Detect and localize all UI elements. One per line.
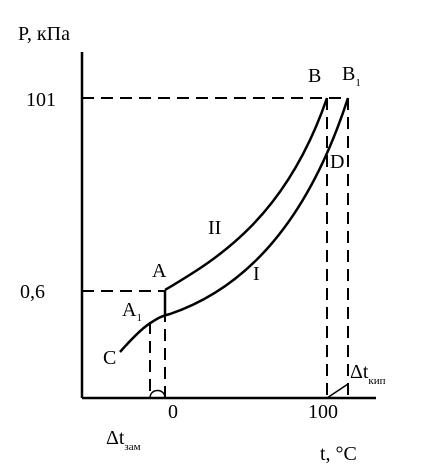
y-label: P, кПа: [18, 23, 70, 45]
delta-boil-main: Δt: [350, 361, 369, 383]
x-label: t, °C: [320, 443, 357, 465]
delta-freeze-main: Δt: [106, 427, 125, 449]
point-b1: B1: [342, 63, 361, 89]
freeze-bracket: [149, 389, 166, 399]
tick-0: 0: [168, 401, 178, 423]
delta-freeze: Δtзам: [106, 427, 141, 453]
delta-boil-sub: кип: [368, 375, 385, 387]
delta-freeze-sub: зам: [124, 441, 140, 453]
tick-100: 100: [308, 401, 338, 423]
point-d: D: [330, 151, 344, 173]
boil-arrow: [326, 383, 349, 399]
point-b: B: [308, 65, 321, 87]
curve-i-label: I: [253, 263, 260, 285]
point-a1-sub: 1: [136, 312, 142, 324]
curve-ii: [164, 97, 329, 292]
point-a1-main: A: [122, 299, 137, 321]
curve-i: [119, 97, 350, 353]
point-b1-main: B: [342, 63, 355, 85]
point-a1: A1: [122, 299, 142, 324]
tick-06: 0,6: [20, 281, 45, 303]
curve-ii-label: II: [208, 217, 221, 239]
point-c: C: [103, 347, 116, 369]
point-a: A: [152, 260, 167, 282]
tick-101: 101: [26, 89, 56, 111]
point-b1-sub: 1: [355, 77, 361, 89]
delta-boil: Δtкип: [350, 361, 386, 387]
